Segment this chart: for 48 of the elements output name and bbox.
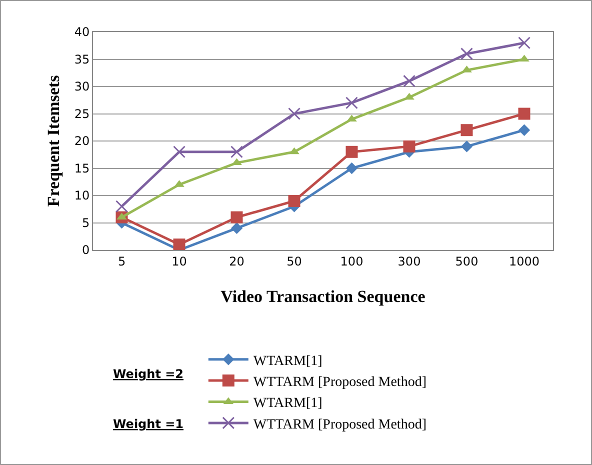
legend-label: WTTARM [Proposed Method]	[253, 417, 426, 432]
point	[404, 92, 414, 100]
legend-label: WTARM[1]	[253, 354, 322, 369]
point	[518, 108, 530, 120]
point	[403, 140, 416, 152]
legend-label: WTTARM [Proposed Method]	[253, 375, 426, 390]
x-tick-label: 20	[229, 254, 244, 268]
x-tick-label: 300	[398, 254, 421, 268]
x-tick-label: 1000	[508, 254, 540, 268]
point	[116, 212, 127, 220]
point	[173, 238, 186, 250]
point	[346, 96, 358, 110]
y-tick-label: 40	[74, 25, 90, 40]
y-tick-label: 30	[74, 80, 90, 94]
point	[288, 108, 300, 120]
x-tick-label: 50	[286, 254, 302, 268]
point	[346, 146, 358, 158]
y-tick-label: 15	[74, 161, 90, 176]
legend-label: WTARM[1]	[253, 396, 322, 412]
y-axis-title: Frequent Itemsets	[44, 74, 63, 207]
y-tick-label: 10	[74, 188, 90, 203]
point	[518, 36, 530, 50]
x-axis-title: Video Transaction Sequence	[220, 286, 426, 306]
x-tick-label: 5	[118, 254, 126, 268]
point	[460, 124, 473, 136]
point	[230, 211, 243, 224]
point	[289, 147, 300, 154]
text: Weight =1	[113, 417, 184, 431]
text: Weight =2	[113, 367, 184, 381]
x-tick-label: 10	[172, 254, 187, 268]
point	[518, 124, 530, 136]
point	[460, 48, 473, 60]
point	[460, 140, 473, 152]
point	[116, 200, 128, 213]
point	[232, 158, 242, 166]
point	[346, 162, 358, 174]
x-tick-label: 500	[455, 254, 478, 268]
y-tick-label: 5	[82, 216, 90, 230]
y-tick-label: 35	[74, 52, 90, 66]
y-tick-label: 0	[82, 243, 90, 258]
point	[230, 146, 243, 158]
point	[230, 222, 243, 234]
y-tick-label: 25	[74, 106, 90, 121]
y-tick-label: 20	[74, 134, 90, 148]
point	[403, 74, 416, 88]
x-tick-label: 100	[340, 254, 364, 268]
point	[288, 194, 300, 207]
point	[173, 146, 186, 158]
